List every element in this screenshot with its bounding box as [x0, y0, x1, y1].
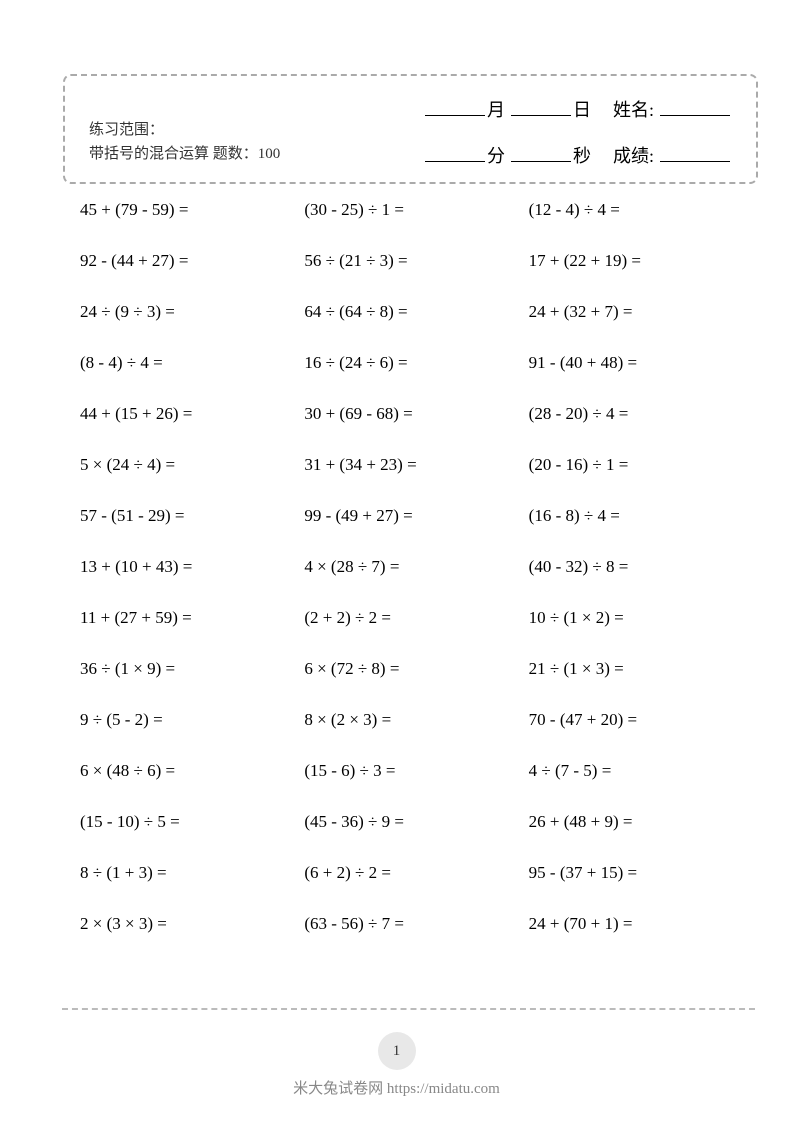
- problem-item: 21 ÷ (1 × 3) =: [529, 659, 743, 679]
- problem-item: (15 - 10) ÷ 5 =: [80, 812, 294, 832]
- day-label: 日: [573, 96, 591, 122]
- problem-item: 24 ÷ (9 ÷ 3) =: [80, 302, 294, 322]
- problem-item: 44 + (15 + 26) =: [80, 404, 294, 424]
- min-label: 分: [487, 142, 505, 168]
- sec-label: 秒: [573, 142, 591, 168]
- problem-item: 64 ÷ (64 ÷ 8) =: [304, 302, 518, 322]
- problem-item: 30 + (69 - 68) =: [304, 404, 518, 424]
- problem-item: 6 × (72 ÷ 8) =: [304, 659, 518, 679]
- problem-item: 36 ÷ (1 × 9) =: [80, 659, 294, 679]
- problem-item: (20 - 16) ÷ 1 =: [529, 455, 743, 475]
- page-number: 1: [393, 1043, 401, 1060]
- day-blank[interactable]: [511, 96, 571, 116]
- problem-item: 92 - (44 + 27) =: [80, 251, 294, 271]
- footer-text: 米大兔试卷网 https://midatu.com: [293, 1077, 500, 1098]
- problem-item: 17 + (22 + 19) =: [529, 251, 743, 271]
- problem-item: (15 - 6) ÷ 3 =: [304, 761, 518, 781]
- problem-item: (6 + 2) ÷ 2 =: [304, 863, 518, 883]
- problem-item: 4 ÷ (7 - 5) =: [529, 761, 743, 781]
- problem-item: (40 - 32) ÷ 8 =: [529, 557, 743, 577]
- problem-item: 95 - (37 + 15) =: [529, 863, 743, 883]
- problem-item: 2 × (3 × 3) =: [80, 914, 294, 934]
- min-blank[interactable]: [425, 142, 485, 162]
- score-label: 成绩:: [613, 142, 654, 168]
- problem-item: 9 ÷ (5 - 2) =: [80, 710, 294, 730]
- sec-blank[interactable]: [511, 142, 571, 162]
- name-label: 姓名:: [613, 96, 654, 122]
- problem-item: 57 - (51 - 29) =: [80, 506, 294, 526]
- problem-item: (63 - 56) ÷ 7 =: [304, 914, 518, 934]
- problem-item: (30 - 25) ÷ 1 =: [304, 200, 518, 220]
- problem-item: 56 ÷ (21 ÷ 3) =: [304, 251, 518, 271]
- range-label: 练习范围：: [89, 118, 280, 142]
- problem-item: 99 - (49 + 27) =: [304, 506, 518, 526]
- header-left: 练习范围： 带括号的混合运算 题数：100: [89, 118, 280, 166]
- score-blank[interactable]: [660, 142, 730, 162]
- date-name-row: 月 日 姓名:: [423, 96, 732, 122]
- problem-item: (8 - 4) ÷ 4 =: [80, 353, 294, 373]
- problem-item: 6 × (48 ÷ 6) =: [80, 761, 294, 781]
- header-right: 月 日 姓名: 分 秒 成绩:: [423, 96, 732, 188]
- problems-grid: 45 + (79 - 59) = (30 - 25) ÷ 1 = (12 - 4) …: [80, 200, 743, 934]
- problem-item: 13 + (10 + 43) =: [80, 557, 294, 577]
- problem-item: 31 + (34 + 23) =: [304, 455, 518, 475]
- problem-item: 4 × (28 ÷ 7) =: [304, 557, 518, 577]
- problem-item: 8 ÷ (1 + 3) =: [80, 863, 294, 883]
- problem-item: (16 - 8) ÷ 4 =: [529, 506, 743, 526]
- month-label: 月: [487, 96, 505, 122]
- problem-item: (45 - 36) ÷ 9 =: [304, 812, 518, 832]
- problem-item: 10 ÷ (1 × 2) =: [529, 608, 743, 628]
- problem-item: 5 × (24 ÷ 4) =: [80, 455, 294, 475]
- problem-item: 24 + (32 + 7) =: [529, 302, 743, 322]
- problems-area: 45 + (79 - 59) = (30 - 25) ÷ 1 = (12 - 4) …: [80, 200, 743, 934]
- problem-item: 11 + (27 + 59) =: [80, 608, 294, 628]
- problem-item: 70 - (47 + 20) =: [529, 710, 743, 730]
- page-number-badge: 1: [378, 1032, 416, 1070]
- month-blank[interactable]: [425, 96, 485, 116]
- problem-item: 45 + (79 - 59) =: [80, 200, 294, 220]
- name-blank[interactable]: [660, 96, 730, 116]
- bottom-divider: [62, 1008, 755, 1010]
- problem-item: 8 × (2 × 3) =: [304, 710, 518, 730]
- problem-item: (2 + 2) ÷ 2 =: [304, 608, 518, 628]
- time-score-row: 分 秒 成绩:: [423, 142, 732, 168]
- problem-item: (28 - 20) ÷ 4 =: [529, 404, 743, 424]
- problem-item: 24 + (70 + 1) =: [529, 914, 743, 934]
- header-box: 练习范围： 带括号的混合运算 题数：100 月 日 姓名: 分 秒 成绩:: [63, 74, 758, 184]
- problem-item: 26 + (48 + 9) =: [529, 812, 743, 832]
- problem-item: (12 - 4) ÷ 4 =: [529, 200, 743, 220]
- problem-item: 16 ÷ (24 ÷ 6) =: [304, 353, 518, 373]
- problem-item: 91 - (40 + 48) =: [529, 353, 743, 373]
- range-desc: 带括号的混合运算 题数：100: [89, 142, 280, 166]
